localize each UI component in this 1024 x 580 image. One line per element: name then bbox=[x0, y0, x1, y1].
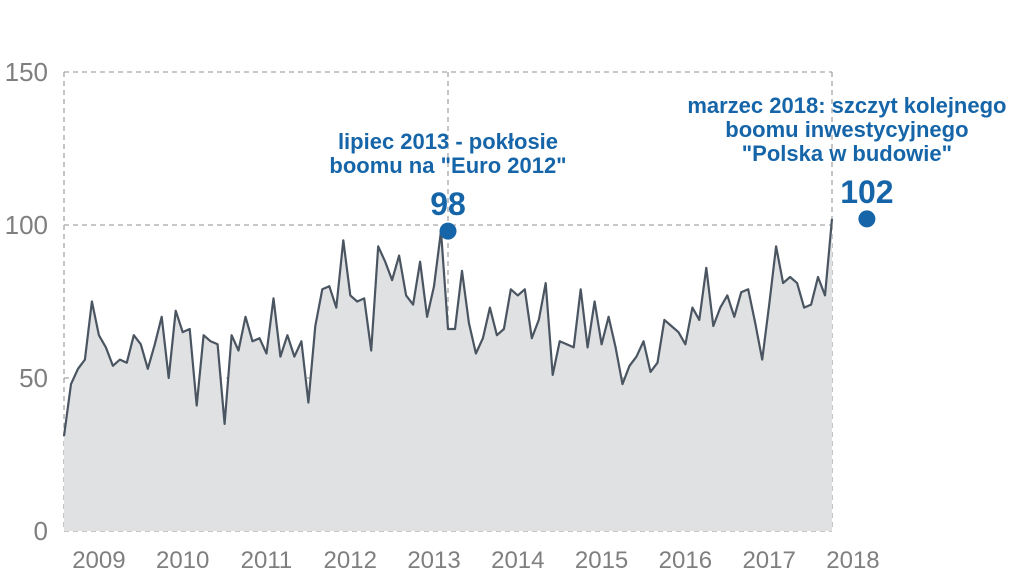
annotation-value: 102 bbox=[840, 174, 893, 210]
annotation-text-line: boomu na "Euro 2012" bbox=[329, 153, 566, 178]
x-tick-label: 2018 bbox=[826, 547, 879, 574]
y-axis-ticks: 0 50 100 150 bbox=[5, 57, 48, 546]
annotation-point bbox=[439, 222, 457, 240]
annotation-text-line: "Polska w budowie" bbox=[742, 141, 952, 166]
x-axis-ticks: 2009 2010 2011 2012 2013 2014 2015 2016 2017 2018 bbox=[72, 547, 879, 574]
y-tick-label: 50 bbox=[19, 363, 48, 393]
series-line bbox=[62, 218, 834, 437]
area-fill bbox=[64, 218, 832, 531]
x-tick-label: 2010 bbox=[156, 547, 209, 574]
x-tick-label: 2009 bbox=[72, 547, 125, 574]
y-tick-label: 100 bbox=[5, 210, 48, 240]
y-tick-label: 150 bbox=[5, 57, 48, 87]
annotation-text-line: lipiec 2013 - pokłosie bbox=[338, 129, 558, 154]
x-tick-label: 2014 bbox=[491, 547, 544, 574]
x-tick-label: 2013 bbox=[407, 547, 460, 574]
x-tick-label: 2012 bbox=[324, 547, 377, 574]
annotation-text-line: marzec 2018: szczyt kolejnego bbox=[687, 93, 1006, 118]
x-tick-label: 2015 bbox=[575, 547, 628, 574]
x-tick-label: 2016 bbox=[659, 547, 712, 574]
annotation-point bbox=[858, 210, 876, 228]
y-tick-label: 0 bbox=[34, 516, 48, 546]
annotation-value: 98 bbox=[430, 186, 466, 222]
annotation-text-line: boomu inwestycyjnego bbox=[725, 117, 968, 142]
x-tick-label: 2017 bbox=[742, 547, 795, 574]
x-tick-label: 2011 bbox=[241, 547, 293, 574]
